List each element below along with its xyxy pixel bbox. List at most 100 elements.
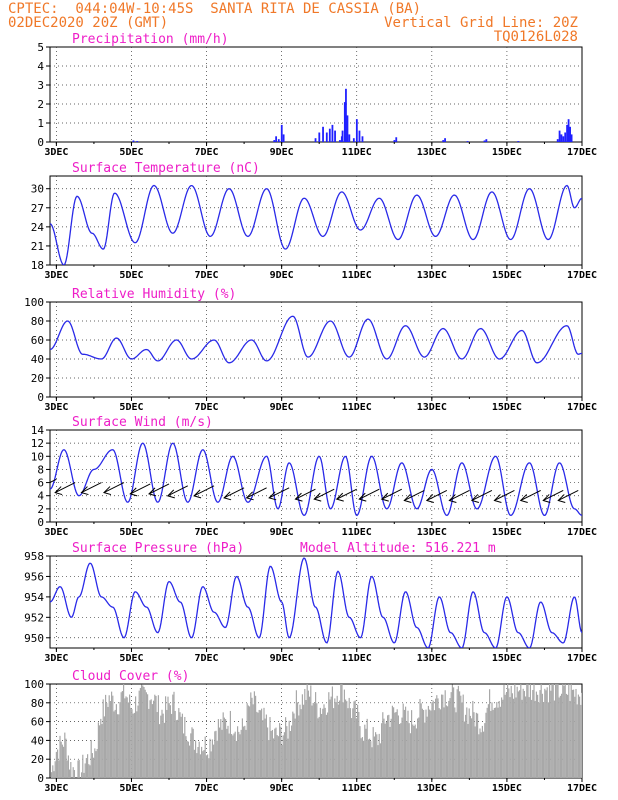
cloud-bar [465, 714, 467, 778]
cloud-bar [209, 738, 211, 778]
cloud-bar [191, 727, 193, 778]
precip-bar [569, 126, 571, 142]
x-tick-label: 11DEC [342, 783, 372, 794]
cloud-bar [163, 722, 165, 778]
precip-bar [346, 115, 349, 142]
cloud-bar [95, 751, 97, 778]
cloud-bar [210, 751, 212, 778]
cloud-bar [531, 699, 533, 778]
cloud-bar [69, 769, 71, 778]
cloud-bar [522, 688, 524, 778]
wind-arrowhead [166, 489, 175, 499]
cloud-bar [287, 738, 289, 778]
cloud-bar [130, 707, 132, 778]
x-tick-label: 17DEC [567, 527, 597, 538]
cloud-bar [171, 713, 173, 778]
y-tick-label: 100 [24, 296, 44, 309]
x-tick-label: 13DEC [417, 783, 447, 794]
cloud-bar [402, 703, 404, 778]
cloud-bar [370, 741, 372, 778]
cloud-bar [415, 728, 417, 778]
cloud-bar [208, 758, 210, 778]
precip-bar [483, 140, 486, 142]
precip-bar [348, 134, 351, 142]
cloud-bar [250, 692, 252, 778]
cloud-bar [379, 743, 381, 778]
panel-frame [49, 429, 583, 523]
cloud-bar [151, 704, 153, 778]
cloud-bar [571, 689, 573, 778]
cloud-bar [475, 712, 477, 778]
cloud-bar [532, 690, 534, 778]
wind-arrow [193, 485, 215, 497]
cloud-bar [544, 688, 546, 778]
series-line [50, 442, 582, 517]
cloud-bar [147, 694, 149, 778]
y-tick-label: 6 [37, 477, 44, 490]
cloud-bar [228, 733, 230, 778]
wind-arrow [359, 488, 380, 500]
cloud-bar [183, 733, 185, 778]
cloud-bar [138, 690, 140, 778]
cloud-bar [112, 695, 114, 778]
cloud-bar [329, 699, 331, 778]
y-tick-label: 0 [37, 772, 44, 785]
cloud-bar [419, 698, 421, 778]
precip-bar [325, 132, 328, 142]
cloud-bar [575, 688, 577, 778]
cloud-bar [119, 702, 121, 778]
cloud-bar [202, 751, 204, 778]
cloud-bar [154, 694, 156, 778]
cloud-bar [353, 701, 355, 778]
cloud-bar [424, 722, 426, 778]
cloud-bar [295, 690, 297, 778]
cloud-bar [201, 746, 203, 778]
cloud-bar [123, 684, 125, 778]
precip-bar [282, 134, 285, 142]
cloud-bar [199, 754, 201, 778]
x-tick-label: 9DEC [270, 270, 294, 281]
cloud-bar [141, 684, 143, 778]
cloud-bar [445, 705, 447, 778]
precip-bar [517, 141, 520, 142]
cloud-bar [203, 749, 205, 778]
cloud-bar [528, 697, 530, 778]
precip-bar [328, 128, 331, 142]
cloud-bar [561, 693, 563, 778]
cloud-bar [436, 695, 438, 778]
wind-arrow [268, 487, 290, 499]
y-tick-label: 12 [31, 437, 44, 450]
wind-arrow [246, 487, 267, 499]
cloud-bar [275, 727, 277, 778]
cloud-bar [438, 708, 440, 778]
y-tick-label: 952 [24, 611, 44, 624]
cloud-bar [73, 770, 75, 778]
cloud-bar [172, 694, 174, 778]
cloud-bar [289, 731, 291, 778]
cloud-bar [226, 728, 228, 778]
precip-bar [442, 140, 445, 142]
cloud-bar [371, 747, 373, 778]
precip-bar [395, 137, 398, 142]
cloud-bar [339, 700, 341, 778]
precip-bar [558, 130, 561, 142]
precip-bar [393, 140, 396, 142]
cloud-bar [377, 745, 379, 778]
cloud-bar [192, 728, 194, 778]
cloud-bar [148, 708, 150, 778]
cloud-bar [307, 690, 309, 778]
panel-annotation: Model Altitude: 516.221 m [300, 541, 496, 556]
wind-arrowhead [557, 494, 566, 503]
cloud-bar [313, 703, 315, 778]
cloud-bar [264, 718, 266, 778]
panel-frame [49, 555, 583, 649]
cloud-bar [499, 706, 501, 778]
y-tick-label: 958 [24, 550, 44, 563]
cloud-bar [52, 765, 54, 778]
cloud-bar [516, 686, 518, 778]
precip-bar [339, 140, 341, 142]
cloud-bar [429, 709, 431, 778]
x-tick-label: 15DEC [492, 783, 522, 794]
series-group [51, 684, 582, 778]
y-tick-label: 18 [31, 259, 44, 272]
